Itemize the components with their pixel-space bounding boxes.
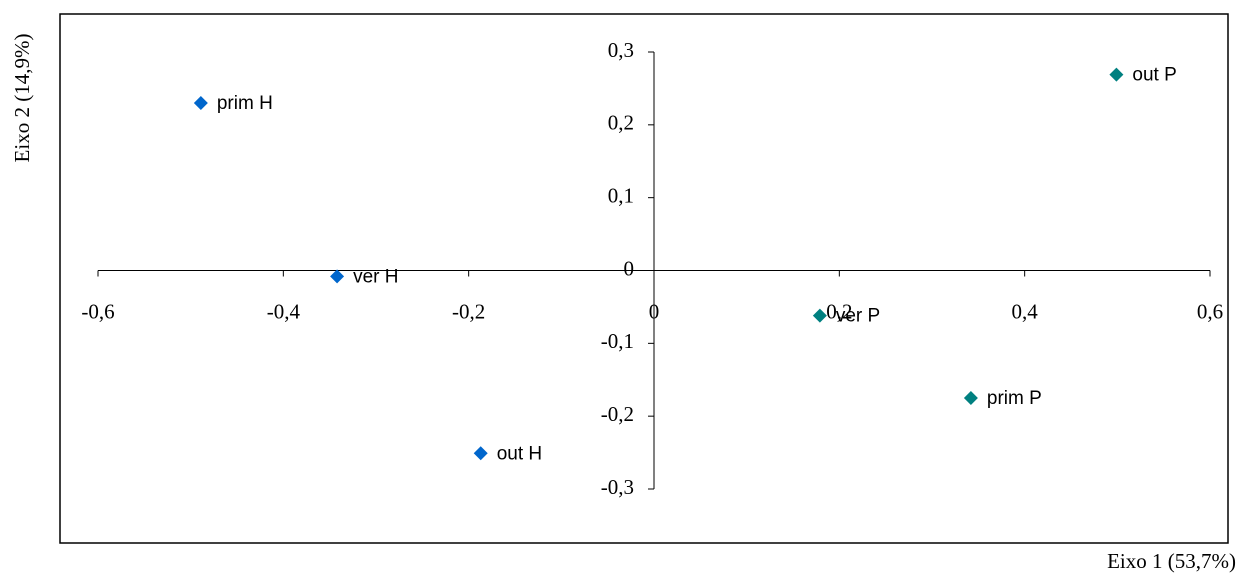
point xyxy=(193,95,208,110)
plot-frame xyxy=(59,13,1229,544)
x-tick-label: 0,4 xyxy=(1012,299,1039,323)
point-label: ver H xyxy=(353,266,398,287)
point-label: prim P xyxy=(987,388,1042,409)
point xyxy=(812,308,827,323)
y-tick-label: -0,3 xyxy=(601,475,634,499)
y-tick-label: -0,1 xyxy=(601,329,634,353)
x-axis-label: Eixo 1 (53,7%) xyxy=(1107,549,1236,573)
point-label: out H xyxy=(497,443,542,464)
point-label: prim H xyxy=(217,93,273,114)
x-tick-label: -0,4 xyxy=(267,299,301,323)
point xyxy=(473,446,488,461)
y-tick-label: 0,1 xyxy=(608,183,634,207)
x-tick-label: -0,6 xyxy=(81,299,114,323)
point xyxy=(963,390,978,405)
y-tick-label: 0 xyxy=(624,256,635,280)
x-tick-label: 0,2 xyxy=(826,299,852,323)
x-tick-label: 0,6 xyxy=(1197,299,1223,323)
point xyxy=(330,269,345,284)
y-axis-label: Eixo 2 (14,9%) xyxy=(10,34,34,163)
x-tick-label: 0 xyxy=(649,299,660,323)
point-label: ver P xyxy=(836,306,880,327)
point xyxy=(1109,67,1124,82)
y-tick-label: 0,2 xyxy=(608,111,634,135)
y-tick-label: 0,3 xyxy=(608,38,634,62)
point-label: out P xyxy=(1132,65,1176,86)
x-tick-label: -0,2 xyxy=(452,299,485,323)
y-tick-label: -0,2 xyxy=(601,402,634,426)
